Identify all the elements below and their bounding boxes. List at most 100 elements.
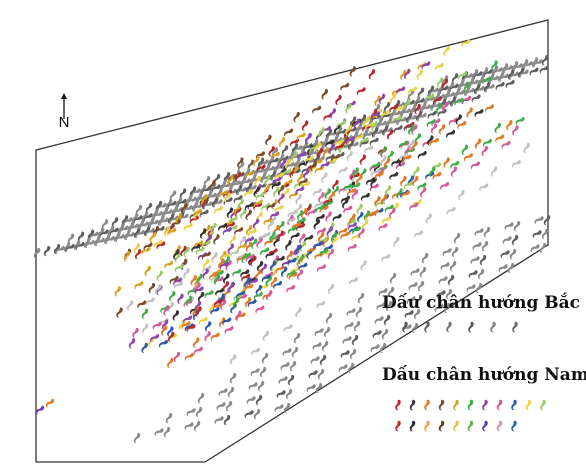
footprint-icon: [295, 307, 302, 318]
footprint-icon: [258, 233, 268, 242]
legend-north-footprint-icon: [424, 321, 430, 333]
footprint-icon: [449, 83, 459, 92]
footprint-icon: [504, 222, 514, 231]
footprint-icon: [295, 222, 306, 232]
footprint-icon: [169, 291, 176, 302]
footprint-icon: [310, 160, 317, 172]
footprint-icon: [339, 143, 349, 152]
footprint-icon: [198, 316, 208, 325]
footprint-icon: [307, 208, 317, 217]
footprint-icon: [481, 240, 489, 252]
footprint-icon: [356, 203, 363, 215]
footprint-icon: [389, 93, 397, 104]
footprint-icon: [347, 243, 357, 252]
footprint-icon: [172, 310, 180, 321]
footprint-icon: [186, 408, 196, 417]
footprint-icon: [195, 306, 202, 317]
footprint-icon: [389, 104, 399, 113]
footprint-icon: [245, 253, 255, 262]
footprint-icon: [345, 136, 355, 145]
footprint-icon: [299, 241, 307, 252]
footprint-icon: [494, 122, 501, 134]
footprint-icon: [357, 211, 364, 223]
footprint-icon: [337, 128, 347, 137]
footprint-icon: [255, 305, 265, 314]
footprint-icon: [105, 235, 115, 245]
footprint-icon: [175, 213, 182, 224]
footprint-icon: [133, 432, 141, 444]
footprint-icon: [133, 243, 141, 254]
footprint-icon: [463, 73, 473, 82]
footprint-icon: [315, 204, 325, 213]
footprint-icon: [342, 336, 352, 345]
footprint-icon: [132, 327, 139, 339]
legend-south-footprint-icon: [482, 420, 488, 432]
footprint-icon: [351, 226, 362, 235]
footprint-icon: [211, 184, 221, 193]
footprint-icon: [235, 184, 243, 196]
footprint-icon: [421, 61, 431, 70]
footprint-icon: [180, 258, 188, 269]
footprint-icon: [353, 118, 361, 130]
footprint-icon: [218, 293, 225, 304]
footprint-icon: [348, 277, 358, 286]
footprint-icon: [286, 217, 296, 226]
footprint-icon: [298, 178, 308, 187]
footprint-icon: [415, 110, 423, 122]
footprint-icon: [280, 158, 287, 170]
footprint-icon: [218, 223, 228, 232]
footprint-icon: [349, 66, 357, 77]
footprint-icon: [174, 263, 184, 272]
footprint-icon: [283, 324, 293, 333]
footprint-icon: [316, 227, 327, 236]
footprint-icon: [83, 237, 91, 249]
footprint-icon: [149, 219, 159, 228]
footprint-icon: [438, 124, 446, 135]
footprint-icon: [499, 73, 509, 82]
footprint-icon: [173, 351, 181, 363]
footprint-icon: [349, 141, 359, 150]
footprint-icon: [262, 330, 270, 342]
footprint-icon: [167, 213, 175, 224]
footprint-icon: [435, 103, 443, 114]
footprint-icon: [240, 269, 250, 278]
footprint-icon: [384, 185, 392, 196]
footprint-icon: [362, 219, 369, 230]
footprint-icon: [332, 185, 340, 197]
footprint-icon: [228, 216, 238, 225]
footprint-icon: [144, 265, 151, 277]
footprint-icon: [446, 129, 456, 139]
footprint-icon: [384, 204, 394, 213]
footprint-icon: [143, 225, 151, 237]
footprint-icon: [237, 186, 247, 195]
footprint-icon: [543, 214, 551, 226]
footprint-icon: [156, 241, 166, 250]
footprint-icon: [541, 228, 549, 240]
footprint-icon: [253, 186, 260, 197]
legend-south-footprint-icon: [540, 399, 546, 411]
footprint-icon: [211, 197, 219, 208]
footprint-icon: [244, 236, 255, 245]
footprint-icon: [53, 243, 61, 255]
footprint-icon: [204, 224, 211, 236]
footprint-icon: [440, 181, 450, 191]
footprint-icon: [271, 181, 281, 190]
footprint-icon: [244, 410, 254, 419]
footprint-icon: [404, 310, 414, 319]
footprint-icon: [316, 264, 327, 273]
footprint-icon: [417, 150, 427, 160]
footprint-icon: [197, 392, 205, 404]
footprint-icon: [269, 170, 277, 181]
footprint-icon: [453, 232, 461, 244]
footprint-icon: [403, 181, 413, 190]
footprint-icon: [475, 282, 483, 294]
footprint-icon: [357, 292, 365, 304]
legend-south-footprint-icon: [511, 399, 517, 411]
legend-south-footprint-icon: [409, 420, 416, 432]
footprint-icon: [440, 262, 450, 271]
footprint-icon: [193, 346, 203, 355]
footprint-icon: [374, 316, 384, 325]
footprint-icon: [381, 125, 389, 136]
footprint-icon: [391, 158, 401, 167]
legend-south-footprint-icon: [409, 399, 416, 411]
